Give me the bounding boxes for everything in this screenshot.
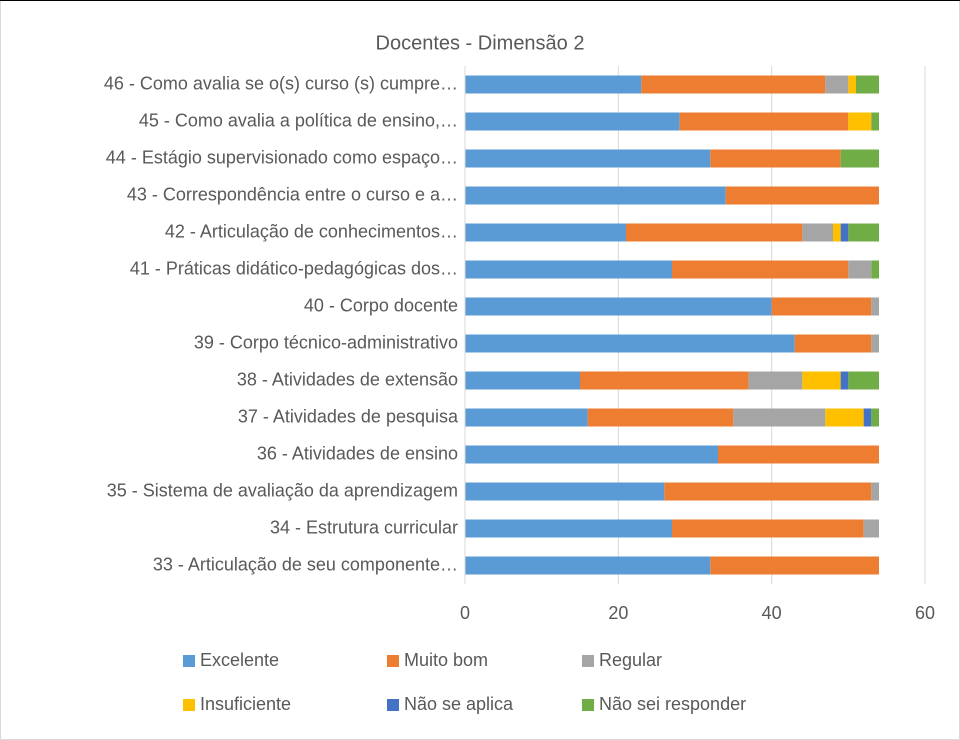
bar-segment <box>802 371 841 390</box>
y-tick-label: 41 - Práticas didático-pedagógicas dos… <box>130 258 458 278</box>
bar-segment <box>465 112 680 131</box>
x-tick-label: 60 <box>915 603 935 623</box>
bar-segment <box>465 519 672 538</box>
bar-segment <box>710 149 841 168</box>
bar-segment <box>465 408 588 427</box>
bar-segment <box>465 556 711 575</box>
bar-segment <box>465 75 642 94</box>
legend-label: Muito bom <box>404 650 488 670</box>
y-tick-label: 33 - Articulação de seu componente… <box>153 554 458 574</box>
x-tick-label: 40 <box>762 603 782 623</box>
bar-segment <box>672 519 864 538</box>
legend-swatch <box>183 699 195 711</box>
y-tick-label: 43 - Correspondência entre o curso e a… <box>127 184 458 204</box>
y-tick-label: 38 - Atividades de extensão <box>237 369 458 389</box>
legend-label: Insuficiente <box>200 694 291 714</box>
legend-swatch <box>387 655 399 667</box>
y-tick-label: 44 - Estágio supervisionado como espaço… <box>106 147 458 167</box>
bar-segment <box>465 371 580 390</box>
legend-swatch <box>582 655 594 667</box>
bar-segment <box>825 75 849 94</box>
bar-segment <box>848 260 872 279</box>
bar-segment <box>465 223 626 242</box>
x-tick-label: 20 <box>608 603 628 623</box>
legend-label: Não se aplica <box>404 694 514 714</box>
bar-segment <box>465 482 665 501</box>
bar-segment <box>465 445 718 464</box>
bar-segment <box>580 371 749 390</box>
legend-swatch <box>387 699 399 711</box>
bar-segment <box>465 297 772 316</box>
bar-segment <box>802 223 833 242</box>
chart-title: Docentes - Dimensão 2 <box>376 32 585 54</box>
legend-swatch <box>183 655 195 667</box>
bar-segment <box>679 112 849 131</box>
bar-segment <box>871 482 879 501</box>
y-tick-label: 40 - Corpo docente <box>304 295 458 315</box>
bar-segment <box>871 408 879 427</box>
y-tick-label: 35 - Sistema de avaliação da aprendizage… <box>107 480 458 500</box>
bar-segment <box>840 149 879 168</box>
legend-label: Regular <box>599 650 662 670</box>
bar-segment <box>848 223 879 242</box>
bar-segment <box>748 371 803 390</box>
bar-segment <box>587 408 734 427</box>
bar-segment <box>871 297 879 316</box>
bar-segment <box>871 260 879 279</box>
y-tick-label: 46 - Como avalia se o(s) curso (s) cumpr… <box>104 73 458 93</box>
bar-segment <box>641 75 826 94</box>
bar-segment <box>664 482 872 501</box>
y-tick-label: 34 - Estrutura curricular <box>270 517 458 537</box>
bar-segment <box>465 260 672 279</box>
bar-segment <box>871 334 879 353</box>
bar-segment <box>626 223 803 242</box>
bar-segment <box>871 112 879 131</box>
bar-segment <box>794 334 872 353</box>
bar-segment <box>710 556 879 575</box>
y-tick-label: 39 - Corpo técnico-administrativo <box>194 332 458 352</box>
bar-segment <box>848 112 872 131</box>
legend-label: Excelente <box>200 650 279 670</box>
bar-segment <box>863 408 872 427</box>
bar-segment <box>840 223 849 242</box>
bar-segment <box>833 223 841 242</box>
bar-segment <box>848 371 879 390</box>
bar-segment <box>465 149 711 168</box>
bar-segment <box>465 334 795 353</box>
bar-segment <box>725 186 879 205</box>
y-tick-label: 42 - Articulação de conhecimentos… <box>165 221 458 241</box>
bar-segment <box>672 260 849 279</box>
y-tick-label: 37 - Atividades de pesquisa <box>238 406 459 426</box>
bar-segment <box>733 408 826 427</box>
x-tick-label: 0 <box>460 603 470 623</box>
legend-swatch <box>582 699 594 711</box>
bar-segment <box>825 408 864 427</box>
bar-segment <box>863 519 879 538</box>
y-tick-label: 36 - Atividades de ensino <box>257 443 458 463</box>
y-tick-label: 45 - Como avalia a política de ensino,… <box>139 110 458 130</box>
bar-segment <box>848 75 856 94</box>
bar-segment <box>718 445 879 464</box>
bar-segment <box>856 75 879 94</box>
bar-segment <box>840 371 849 390</box>
bar-segment <box>465 186 726 205</box>
bar-segment <box>771 297 872 316</box>
legend-label: Não sei responder <box>599 694 746 714</box>
